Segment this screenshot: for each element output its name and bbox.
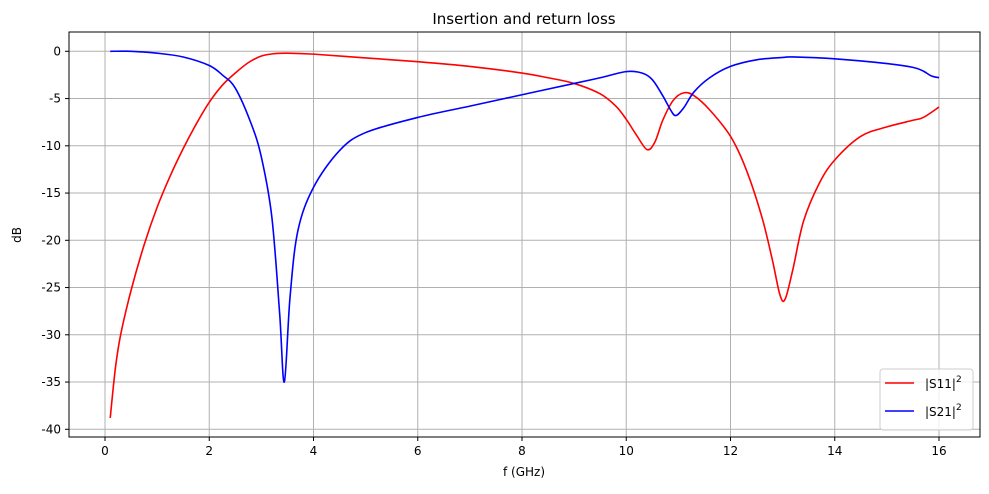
y-tick-label: -15 [41,186,61,200]
y-tick-label: -40 [41,422,61,436]
y-tick-label: -25 [41,281,61,295]
chart-title: Insertion and return loss [432,10,615,28]
legend-superscript: 2 [956,403,962,413]
series-line-s11 [109,52,940,419]
x-axis-label: f (GHz) [503,465,545,479]
y-tick-label: 0 [53,44,61,58]
x-tick-label: 0 [101,444,109,458]
x-tick-label: 12 [723,444,738,458]
x-tick-label: 2 [205,444,213,458]
legend-label: |S11|2 [925,375,962,391]
y-tick-label: -20 [41,233,61,247]
x-tick-label: 10 [619,444,634,458]
x-tick-label: 16 [931,444,946,458]
ticks: 0 2 4 6 8 10 12 14 16 0 -5 -10 -15 -20 -25 -30 -35 -40 [41,44,946,458]
y-tick-label: -30 [41,328,61,342]
series-line-s21 [110,50,940,383]
x-tick-label: 4 [310,444,318,458]
legend-superscript: 2 [956,375,962,385]
x-tick-label: 14 [827,444,842,458]
plot-frame [68,31,981,438]
y-tick-label: -5 [49,92,61,106]
x-tick-label: 6 [414,444,422,458]
legend: |S11|2 |S21|2 [879,368,974,431]
y-axis-label: dB [10,227,24,243]
y-tick-label: -10 [41,139,61,153]
grid [69,32,980,437]
legend-label: |S21|2 [925,403,962,419]
y-tick-label: -35 [41,375,61,389]
series-lines [109,50,940,419]
x-tick-label: 8 [518,444,526,458]
legend-box [879,368,974,431]
